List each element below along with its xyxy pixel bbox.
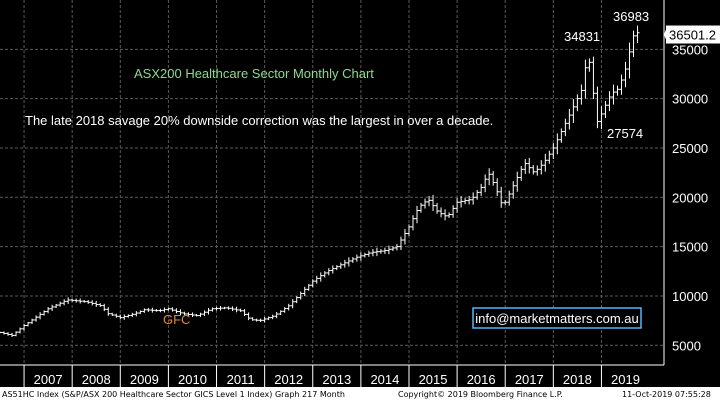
x-tick-label: 2015 bbox=[419, 372, 448, 387]
peak-2018-label: 34831 bbox=[564, 29, 600, 44]
gfc-label: GFC bbox=[163, 312, 190, 327]
y-tick-label: 35000 bbox=[672, 42, 708, 57]
x-tick-label: 2008 bbox=[82, 372, 111, 387]
healthcare-sector-chart: 5000 10000 15000 20000 25000 30000 35000 2007 20… bbox=[0, 0, 720, 387]
watermark-text: info@marketmatters.com.au bbox=[475, 311, 638, 326]
x-tick-label: 2007 bbox=[34, 372, 63, 387]
chart-background bbox=[0, 0, 720, 387]
y-tick-label: 15000 bbox=[672, 240, 708, 255]
x-tick-label: 2019 bbox=[611, 372, 640, 387]
chart-title: ASX200 Healthcare Sector Monthly Chart bbox=[134, 66, 374, 81]
x-tick-label: 2012 bbox=[274, 372, 303, 387]
high-value-label: 36983 bbox=[613, 9, 649, 24]
last-price-box bbox=[666, 25, 720, 44]
footer-copyright: Copyright© 2019 Bloomberg Finance L.P. bbox=[398, 390, 563, 399]
x-tick-label: 2011 bbox=[227, 372, 255, 387]
last-price-pointer bbox=[664, 29, 666, 40]
footer-security-description: AS51HC Index (S&P/ASX 200 Healthcare Sec… bbox=[2, 390, 345, 399]
y-tick-label: 30000 bbox=[672, 92, 708, 107]
x-tick-label: 2018 bbox=[563, 372, 592, 387]
x-tick-label: 2016 bbox=[467, 372, 496, 387]
x-tick-label: 2017 bbox=[515, 372, 544, 387]
y-tick-label: 5000 bbox=[672, 338, 701, 353]
y-tick-label: 25000 bbox=[672, 141, 708, 156]
y-tick-label: 10000 bbox=[672, 289, 708, 304]
bloomberg-footer: AS51HC Index (S&P/ASX 200 Healthcare Sec… bbox=[0, 387, 720, 402]
x-tick-label: 2010 bbox=[178, 372, 207, 387]
x-tick-label: 2009 bbox=[130, 372, 159, 387]
last-price-label: 36501.2 bbox=[669, 28, 716, 43]
low-2018-label: 27574 bbox=[607, 126, 643, 141]
y-tick-label: 20000 bbox=[672, 190, 708, 205]
x-tick-label: 2013 bbox=[322, 372, 351, 387]
footer-timestamp: 11-Oct-2019 07:55:28 bbox=[622, 390, 711, 399]
correction-annotation: The late 2018 savage 20% downside correc… bbox=[25, 113, 493, 128]
watermark-box bbox=[472, 307, 642, 329]
x-tick-label: 2014 bbox=[370, 372, 399, 387]
